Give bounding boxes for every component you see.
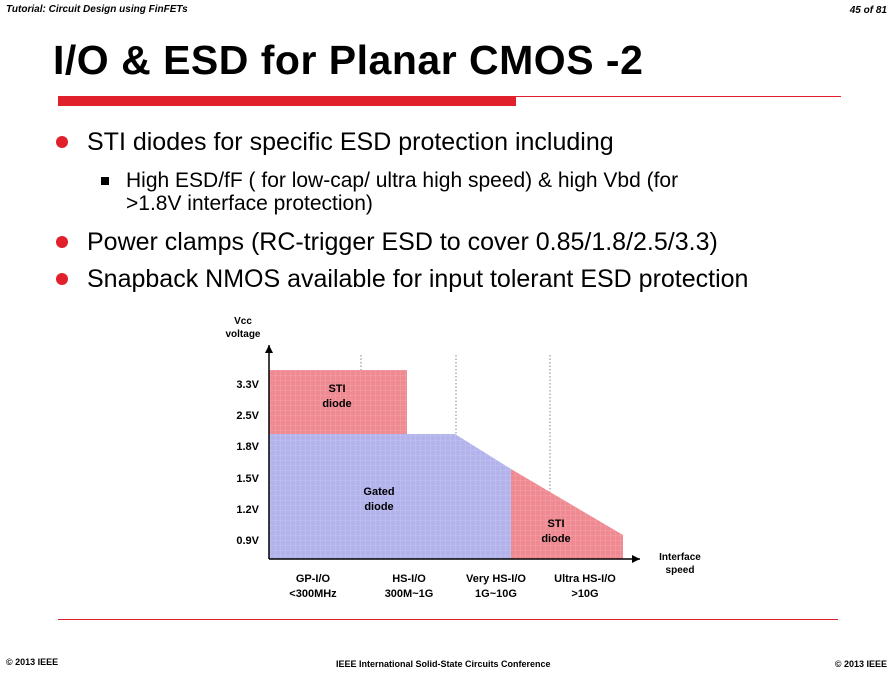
x-category-label-line2: 1G~10G <box>475 588 517 600</box>
region-grid-overlay <box>511 469 623 559</box>
x-category-label-line2: 300M~1G <box>385 588 434 600</box>
bullet-dot-icon <box>56 273 68 285</box>
page-number: 45 of 81 <box>849 5 887 16</box>
footer-conference: IEEE International Solid-State Circuits … <box>336 659 551 669</box>
x-category-label-line1: Very HS-I/O <box>466 573 526 585</box>
y-tick-label: 3.3V <box>236 379 259 391</box>
x-category-label-line2: >10G <box>571 588 598 600</box>
region-grid-overlay <box>269 434 511 559</box>
region-label-line1: Gated <box>363 486 394 498</box>
region-label-line1: STI <box>328 383 345 395</box>
y-tick-label: 1.2V <box>236 504 259 516</box>
header-tutorial-title: Tutorial: Circuit Design using FinFETs <box>6 4 188 15</box>
y-tick-label: 1.5V <box>236 473 259 485</box>
region-label-line2: diode <box>322 398 351 410</box>
x-axis-label-line2: speed <box>666 565 695 576</box>
y-tick-label: 0.9V <box>236 535 259 547</box>
x-category-label-line1: Ultra HS-I/O <box>554 573 616 585</box>
title-underline-thin <box>516 96 841 97</box>
bullet-text: Snapback NMOS available for input tolera… <box>87 265 749 293</box>
x-axis-label-line1: Interface <box>659 552 701 563</box>
bullet-dot-icon <box>56 236 68 248</box>
x-axis-arrow-icon <box>632 555 640 563</box>
title-underline-thick <box>58 96 516 106</box>
footer-rule <box>58 619 838 620</box>
x-category-label-line1: GP-I/O <box>296 573 331 585</box>
sub-bullet-line1: High ESD/fF ( for low-cap/ ultra high sp… <box>126 169 679 192</box>
square-bullet-icon <box>101 177 109 185</box>
bullet-text: Power clamps (RC-trigger ESD to cover 0.… <box>87 228 718 256</box>
region-label-line2: diode <box>541 533 570 545</box>
y-axis-label-line2: voltage <box>225 329 260 340</box>
y-axis-label-line1: Vcc <box>234 316 252 327</box>
region-label-line2: diode <box>364 501 393 513</box>
slide-title: I/O & ESD for Planar CMOS -2 <box>53 37 644 83</box>
sub-bullet-text: High ESD/fF ( for low-cap/ ultra high sp… <box>126 169 826 215</box>
footer-copyright-right: © 2013 IEEE <box>834 659 887 669</box>
region-grid-overlay <box>269 370 407 434</box>
y-tick-label: 1.8V <box>236 441 259 453</box>
footer-copyright-left: © 2013 IEEE <box>6 657 59 667</box>
bullet-dot-icon <box>56 136 68 148</box>
region-label-line1: STI <box>547 518 564 530</box>
x-category-label-line2: <300MHz <box>289 588 337 600</box>
y-axis-arrow-icon <box>265 345 273 353</box>
bullet-text: STI diodes for specific ESD protection i… <box>87 128 614 156</box>
y-tick-label: 2.5V <box>236 410 259 422</box>
sub-bullet-line2: >1.8V interface protection) <box>126 192 373 215</box>
x-category-label-line1: HS-I/O <box>392 573 426 585</box>
